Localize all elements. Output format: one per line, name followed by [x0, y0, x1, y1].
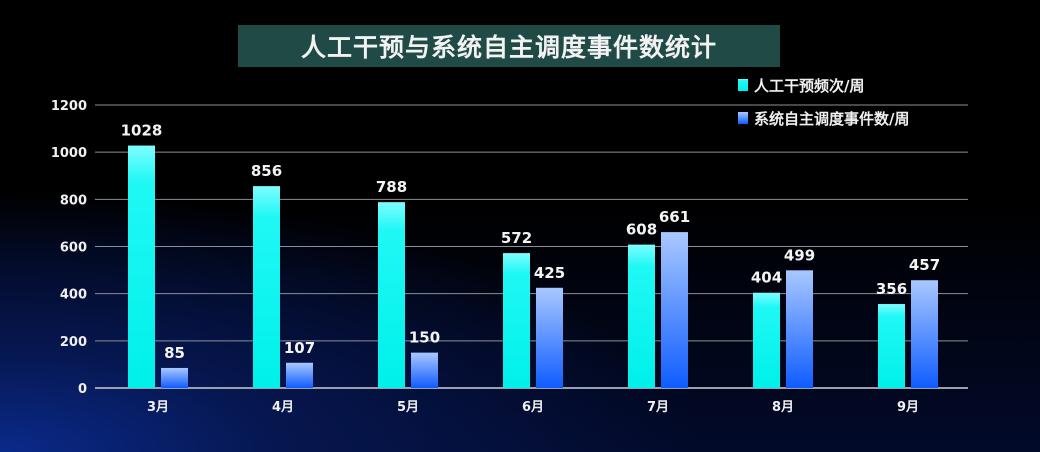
bar-manual — [378, 202, 405, 388]
data-label: 1028 — [121, 122, 163, 140]
x-tick-label: 6月 — [522, 400, 544, 415]
x-tick-label: 7月 — [647, 400, 669, 415]
x-tick-label: 3月 — [147, 400, 169, 415]
x-tick-label: 8月 — [772, 400, 794, 415]
data-label: 499 — [784, 246, 815, 264]
data-label: 85 — [164, 344, 185, 362]
data-label: 457 — [909, 256, 940, 274]
x-tick-label: 4月 — [272, 400, 294, 415]
bar-manual — [628, 244, 655, 388]
y-tick-label: 1200 — [51, 99, 87, 114]
y-tick-label: 200 — [60, 335, 87, 350]
bar-manual — [878, 304, 905, 388]
x-tick-label: 5月 — [397, 400, 419, 415]
y-tick-label: 400 — [60, 288, 87, 303]
data-label: 572 — [501, 229, 532, 247]
bar-auto — [661, 232, 688, 388]
data-label: 150 — [409, 329, 440, 347]
bar-manual — [753, 292, 780, 388]
y-tick-label: 0 — [78, 382, 87, 397]
data-label: 788 — [376, 178, 407, 196]
bar-auto — [786, 270, 813, 388]
data-label: 608 — [626, 221, 657, 239]
data-label: 856 — [251, 162, 282, 180]
bar-manual — [503, 253, 530, 388]
bar-auto — [161, 367, 188, 388]
bar-auto — [911, 280, 938, 388]
bar-manual — [128, 145, 155, 388]
data-label: 425 — [534, 264, 565, 282]
data-label: 404 — [751, 269, 782, 287]
bar-auto — [536, 287, 563, 388]
legend-swatch — [738, 112, 748, 124]
legend-label: 人工干预频次/周 — [754, 77, 864, 95]
y-tick-label: 800 — [60, 193, 87, 208]
data-label: 107 — [284, 339, 315, 357]
y-tick-label: 1000 — [51, 146, 87, 161]
bar-auto — [411, 352, 438, 388]
data-label: 356 — [876, 280, 907, 298]
legend-label: 系统自主调度事件数/周 — [754, 110, 909, 128]
y-tick-label: 600 — [60, 241, 87, 256]
bar-manual — [253, 186, 280, 388]
chart-title: 人工干预与系统自主调度事件数统计 — [238, 25, 780, 67]
x-tick-label: 9月 — [897, 400, 919, 415]
data-label: 661 — [659, 208, 690, 226]
bar-auto — [286, 362, 313, 388]
legend-swatch — [738, 79, 748, 91]
